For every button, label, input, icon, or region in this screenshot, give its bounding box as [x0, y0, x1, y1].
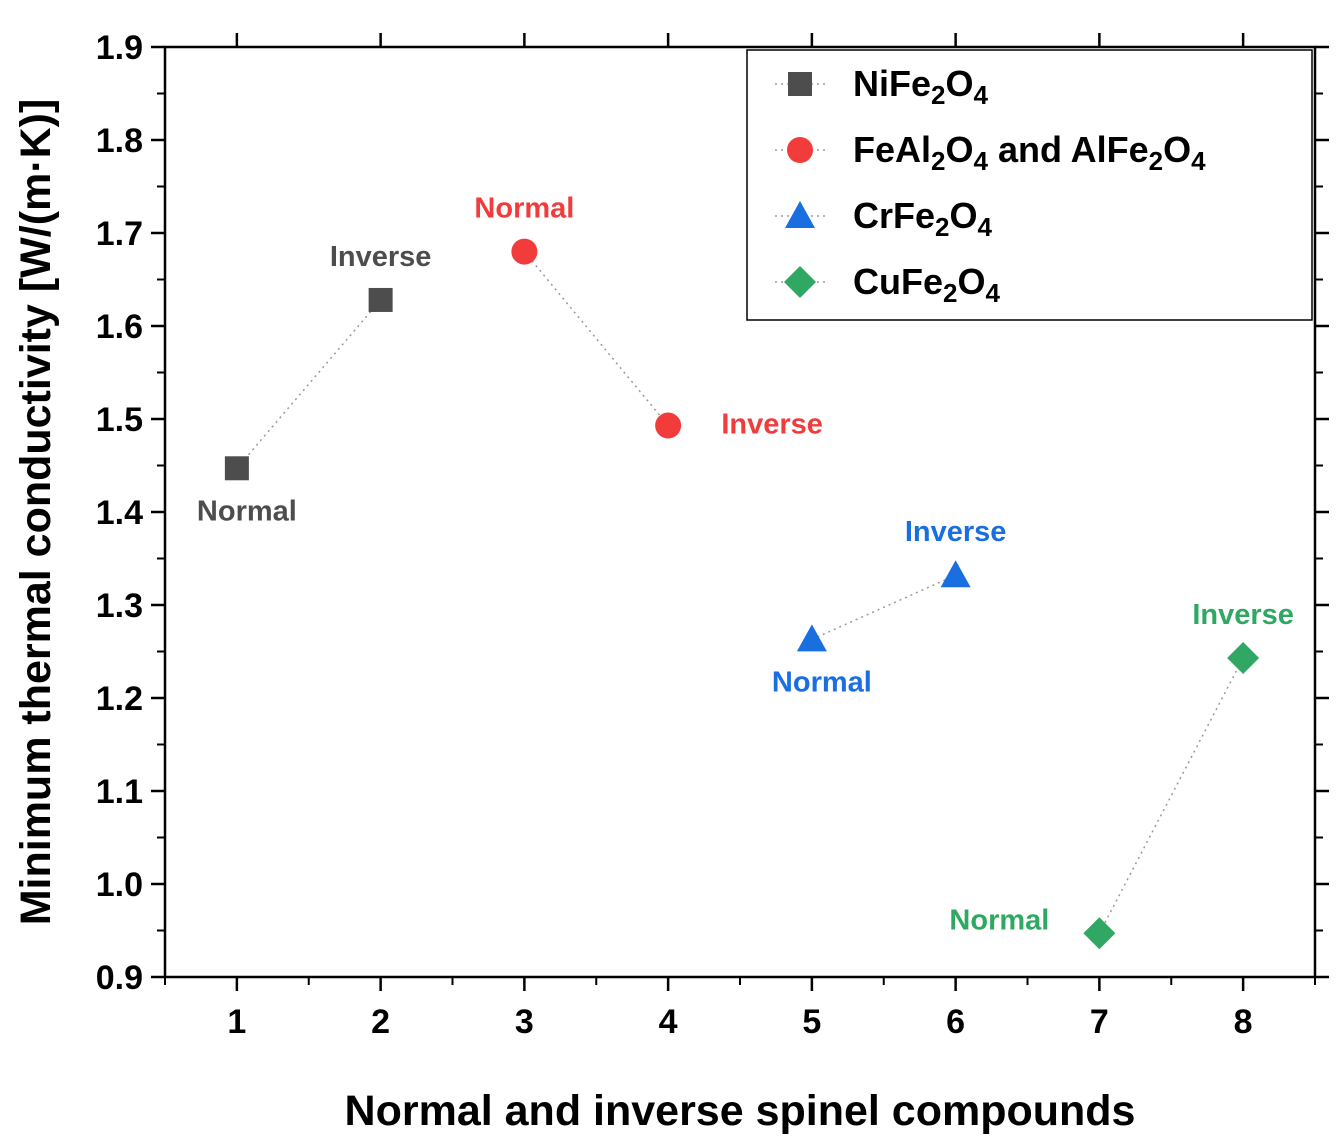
- legend-subscript: 2: [935, 212, 949, 242]
- legend-text-part: O: [945, 129, 973, 170]
- point-label: Normal: [474, 193, 574, 225]
- x-tick-label: 1: [227, 1003, 246, 1041]
- tick-labels: 1 2 3 4 5 6 7 8 0.9 1.0 1.1 1.2 1.3 1.4 1.5 1.6 1.7 1.8 1.…: [96, 29, 1253, 1041]
- series-triangle: Normal Inverse: [772, 516, 1007, 698]
- y-tick-label: 1.9: [96, 29, 143, 67]
- y-tick-label: 1.2: [96, 680, 143, 718]
- axis-ticks: [151, 33, 1329, 991]
- x-tick-label: 6: [946, 1003, 965, 1041]
- legend-marker: [784, 266, 816, 298]
- series-line: [523, 251, 669, 426]
- y-tick-label: 1.4: [96, 494, 143, 532]
- series-line: [236, 299, 382, 469]
- x-tick-label: 2: [371, 1003, 390, 1041]
- series-line: [1098, 657, 1244, 934]
- legend-text-part: CuFe: [853, 261, 943, 302]
- legend-text-part: O: [945, 63, 973, 104]
- legend-label: FeAl2O4 and AlFe2O4: [853, 129, 1206, 176]
- data-point: [1227, 642, 1260, 675]
- x-tick-label: 3: [515, 1003, 534, 1041]
- data-point: [940, 560, 971, 588]
- y-tick-label: 1.1: [96, 773, 143, 811]
- legend-label: CrFe2O4: [853, 195, 993, 242]
- y-tick-label: 1.8: [96, 122, 143, 160]
- y-tick-label: 1.3: [96, 587, 143, 625]
- data-point: [796, 624, 827, 652]
- x-tick-label: 7: [1090, 1003, 1109, 1041]
- legend-text-part: O: [950, 195, 978, 236]
- legend-text-part: NiFe: [853, 63, 931, 104]
- legend-subscript: 2: [1149, 146, 1163, 176]
- y-tick-label: 1.0: [96, 866, 143, 904]
- point-label: Inverse: [1192, 599, 1294, 631]
- point-label: Normal: [197, 495, 297, 527]
- series-diamond: Normal Inverse: [949, 599, 1294, 950]
- data-point: [655, 412, 682, 439]
- legend-marker: [785, 201, 815, 228]
- data-point: [224, 456, 249, 481]
- legend-text-part: FeAl: [853, 129, 931, 170]
- x-tick-label: 4: [659, 1003, 678, 1041]
- legend-text-part: O: [957, 261, 985, 302]
- data-point: [368, 287, 393, 312]
- legend-label: CuFe2O4: [853, 261, 1000, 308]
- legend-text-part: CrFe: [853, 195, 935, 236]
- point-label: Normal: [772, 666, 872, 698]
- y-tick-label: 0.9: [96, 959, 143, 997]
- x-tick-label: 8: [1234, 1003, 1253, 1041]
- series-circle: Normal Inverse: [474, 193, 823, 441]
- series-square: Normal Inverse: [197, 241, 432, 527]
- legend-subscript: 2: [931, 80, 945, 110]
- y-tick-label: 1.7: [96, 215, 143, 253]
- legend-text-part: and AlFe: [988, 129, 1149, 170]
- x-axis-title: Normal and inverse spinel compounds: [345, 1087, 1136, 1135]
- series-layer: NormalInverseNormalInverseNormalInverseN…: [197, 193, 1294, 950]
- point-label: Normal: [949, 904, 1049, 936]
- point-label: Inverse: [721, 409, 823, 441]
- legend-text-part: O: [1163, 129, 1191, 170]
- series-line: [811, 574, 956, 641]
- legend-subscript: 4: [974, 146, 989, 176]
- legend-box: [746, 49, 1313, 321]
- y-axis-title: Minimum thermal conductivity [W/(m·K)]: [12, 99, 60, 926]
- point-label: Inverse: [330, 241, 432, 273]
- data-point: [1083, 917, 1116, 950]
- legend-label: NiFe2O4: [853, 63, 989, 110]
- y-tick-label: 1.5: [96, 401, 143, 439]
- legend-subscript: 2: [931, 146, 945, 176]
- legend-subscript: 4: [985, 278, 1000, 308]
- legend-subscript: 4: [974, 80, 989, 110]
- legend-subscript: 2: [943, 278, 957, 308]
- legend-subscript: 4: [1191, 146, 1206, 176]
- x-tick-label: 5: [802, 1003, 821, 1041]
- y-tick-label: 1.6: [96, 308, 143, 346]
- data-point: [511, 238, 538, 265]
- legend-subscript: 4: [978, 212, 993, 242]
- legend-marker: [787, 137, 813, 163]
- point-label: Inverse: [905, 516, 1007, 548]
- legend-marker: [788, 72, 812, 96]
